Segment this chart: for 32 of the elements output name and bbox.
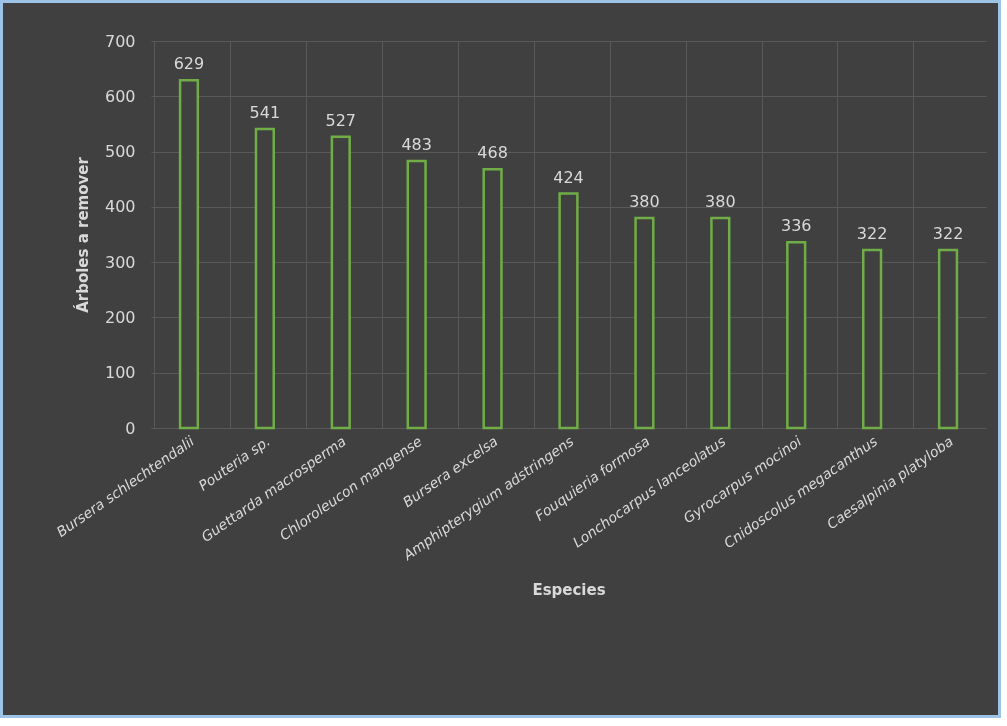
data-label: 336 [780, 216, 812, 236]
y-tick-label: 300 [104, 252, 136, 272]
data-label: 424 [553, 167, 584, 187]
data-label: 380 [705, 191, 736, 211]
bar [862, 248, 883, 430]
data-label: 322 [932, 223, 964, 243]
data-label: 468 [477, 143, 508, 163]
data-label: 322 [856, 223, 888, 243]
data-label: 629 [173, 54, 205, 74]
x-axis-title: Especies [532, 581, 606, 600]
data-label: 380 [629, 191, 660, 211]
y-tick-label: 0 [125, 418, 136, 438]
bar [254, 127, 275, 430]
y-tick-label: 600 [104, 86, 136, 106]
bar [937, 248, 959, 430]
y-tick-label: 400 [104, 197, 136, 217]
bar [330, 135, 351, 430]
y-tick-label: 100 [104, 363, 136, 383]
data-label: 541 [249, 102, 281, 122]
bar [710, 216, 731, 430]
bar [634, 216, 655, 430]
y-tick-label: 700 [104, 31, 136, 51]
bar [558, 192, 579, 430]
data-label: 483 [401, 134, 432, 154]
bar [178, 79, 200, 430]
bar [786, 240, 807, 430]
y-tick-label: 500 [104, 142, 136, 162]
y-tick-label: 200 [104, 307, 136, 327]
bar [482, 168, 503, 430]
bar [406, 159, 427, 430]
y-axis-title: Árboles a remover [72, 156, 92, 313]
data-label: 527 [325, 110, 357, 130]
